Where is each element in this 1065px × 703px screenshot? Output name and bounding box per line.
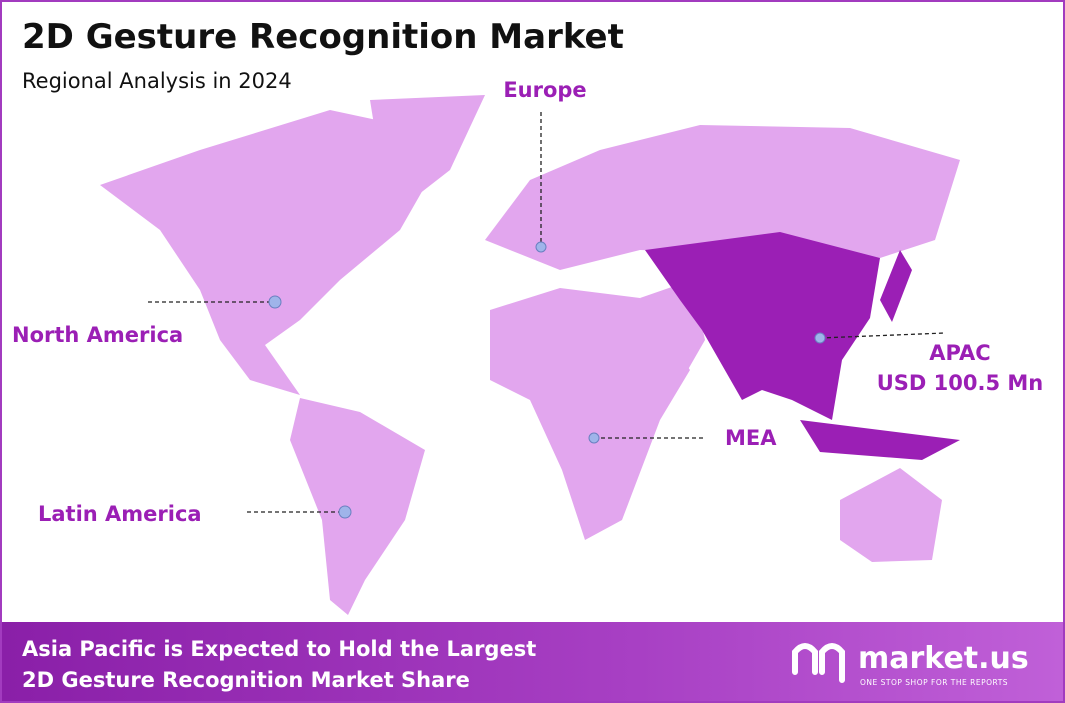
south-america xyxy=(290,398,425,615)
apac-region xyxy=(645,232,960,460)
eurasia xyxy=(485,125,960,270)
logo-tagline: ONE STOP SHOP FOR THE REPORTS xyxy=(860,678,1008,687)
japan xyxy=(880,250,912,322)
title: 2D Gesture Recognition Market xyxy=(22,17,624,57)
footer-line: Asia Pacific is Expected to Hold the Lar… xyxy=(22,637,536,661)
logo: market.us ONE STOP SHOP FOR THE REPORTS xyxy=(792,641,1029,687)
region-label: MEA xyxy=(725,426,777,450)
marker xyxy=(588,432,600,444)
footer-line: 2D Gesture Recognition Market Share xyxy=(22,668,470,692)
north-america xyxy=(100,110,440,395)
footer-band xyxy=(2,622,1063,701)
logo-name: market.us xyxy=(858,641,1029,676)
subtitle: Regional Analysis in 2024 xyxy=(22,69,292,93)
logo-icon xyxy=(792,643,845,683)
region-label: North America xyxy=(12,323,183,347)
region-label: Europe xyxy=(503,78,586,102)
region-label: APAC xyxy=(929,341,990,365)
greenland xyxy=(370,95,485,205)
region-label: Latin America xyxy=(38,502,202,526)
asia-mainland xyxy=(645,232,880,420)
region-value: USD 100.5 Mn xyxy=(877,371,1044,395)
marker xyxy=(268,295,282,309)
marker xyxy=(338,505,352,519)
marker xyxy=(814,332,826,344)
islands xyxy=(800,420,960,460)
australia xyxy=(840,468,942,562)
africa xyxy=(490,288,690,540)
marker xyxy=(535,241,547,253)
